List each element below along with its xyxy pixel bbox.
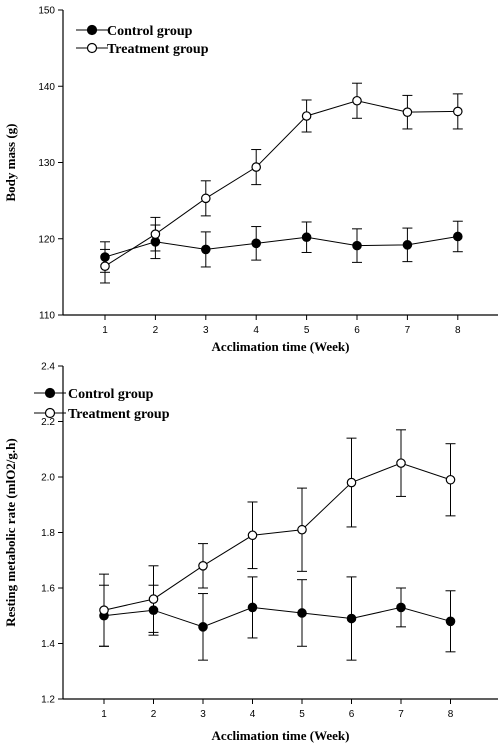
y-tick-label: 150 bbox=[38, 6, 55, 17]
legend-marker bbox=[44, 387, 56, 399]
data-point bbox=[148, 594, 159, 604]
data-point bbox=[100, 261, 110, 271]
series-control bbox=[100, 220, 463, 273]
y-tick-label: 1.4 bbox=[41, 639, 55, 650]
data-point bbox=[402, 107, 413, 117]
legend-label: Treatment group bbox=[68, 407, 170, 422]
y-tick-label: 2.0 bbox=[41, 473, 55, 484]
series-treatment bbox=[99, 429, 456, 647]
data-point bbox=[247, 530, 258, 541]
chart-panel-2: 1.2 1.4 1.6 1.8 2.0 2.2 2.4 1 2 3 4 5 6 7 8 Acclimation… bbox=[3, 362, 498, 743]
x-tick-label: 1 bbox=[101, 709, 107, 720]
data-point bbox=[445, 474, 456, 485]
legend-label: Control group bbox=[107, 24, 193, 39]
series-treatment bbox=[100, 82, 463, 284]
data-point bbox=[346, 613, 357, 624]
x-tick-label: 2 bbox=[151, 709, 157, 720]
y-tick-label: 120 bbox=[38, 234, 55, 245]
y-axis-title: Body mass (g) bbox=[3, 123, 18, 201]
legend-label: Treatment group bbox=[107, 42, 209, 57]
y-tick-label: 110 bbox=[39, 311, 55, 322]
data-point bbox=[198, 622, 208, 632]
data-point bbox=[251, 162, 262, 172]
data-point bbox=[402, 240, 413, 250]
data-point bbox=[150, 229, 161, 239]
data-point bbox=[297, 524, 307, 535]
y-tick-label: 2.2 bbox=[41, 417, 55, 428]
y-tick-label: 130 bbox=[38, 158, 55, 169]
legend-marker bbox=[86, 24, 98, 36]
series-control bbox=[99, 576, 456, 661]
x-tick-label: 7 bbox=[398, 709, 404, 720]
data-point bbox=[301, 111, 312, 121]
data-point bbox=[198, 560, 208, 571]
x-axis-title: Acclimation time (Week) bbox=[212, 339, 350, 354]
data-point bbox=[247, 602, 258, 613]
series-line bbox=[103, 462, 451, 611]
legend-marker bbox=[86, 42, 98, 54]
series-line bbox=[104, 100, 458, 267]
data-point bbox=[346, 477, 357, 488]
x-tick-label: 4 bbox=[253, 325, 259, 336]
data-point bbox=[445, 616, 456, 627]
data-point bbox=[251, 238, 262, 249]
y-axis-title: Resting metabolic rate (mlO2/g.h) bbox=[3, 438, 18, 626]
y-tick-label: 2.4 bbox=[41, 362, 55, 373]
legend-label: Control group bbox=[68, 387, 154, 402]
x-tick-label: 8 bbox=[448, 709, 454, 720]
series-line bbox=[103, 606, 451, 628]
x-tick-label: 6 bbox=[354, 325, 360, 336]
x-tick-label: 2 bbox=[153, 325, 159, 336]
data-point bbox=[201, 193, 211, 204]
data-point bbox=[396, 458, 406, 468]
x-tick-label: 7 bbox=[405, 325, 411, 336]
data-point bbox=[452, 231, 463, 242]
x-axis-title: Acclimation time (Week) bbox=[212, 728, 350, 743]
data-point bbox=[297, 608, 307, 618]
x-tick-label: 5 bbox=[299, 709, 305, 720]
series-line bbox=[104, 235, 458, 258]
y-tick-label: 1.2 bbox=[41, 695, 55, 706]
x-tick-label: 5 bbox=[304, 325, 310, 336]
data-point bbox=[452, 106, 463, 117]
y-tick-label: 140 bbox=[38, 82, 55, 93]
data-point bbox=[352, 95, 362, 106]
data-point bbox=[201, 244, 211, 255]
data-point bbox=[396, 602, 406, 613]
chart-panel-1: 110 120 130 140 150 1 2 3 4 5 6 7 8 Acclimation time … bbox=[3, 6, 498, 354]
x-tick-label: 8 bbox=[455, 325, 461, 336]
data-point bbox=[301, 232, 312, 243]
x-tick-label: 3 bbox=[200, 709, 206, 720]
y-tick-label: 1.8 bbox=[41, 528, 55, 539]
legend: Control group Treatment group bbox=[76, 24, 209, 57]
y-tick-label: 1.6 bbox=[41, 584, 55, 595]
data-point bbox=[352, 240, 362, 251]
x-tick-label: 1 bbox=[102, 325, 108, 336]
x-tick-label: 4 bbox=[250, 709, 256, 720]
legend-marker bbox=[44, 407, 56, 419]
x-tick-label: 6 bbox=[349, 709, 355, 720]
data-point bbox=[99, 605, 109, 615]
x-tick-label: 3 bbox=[203, 325, 209, 336]
legend: Control group Treatment group bbox=[34, 387, 170, 422]
